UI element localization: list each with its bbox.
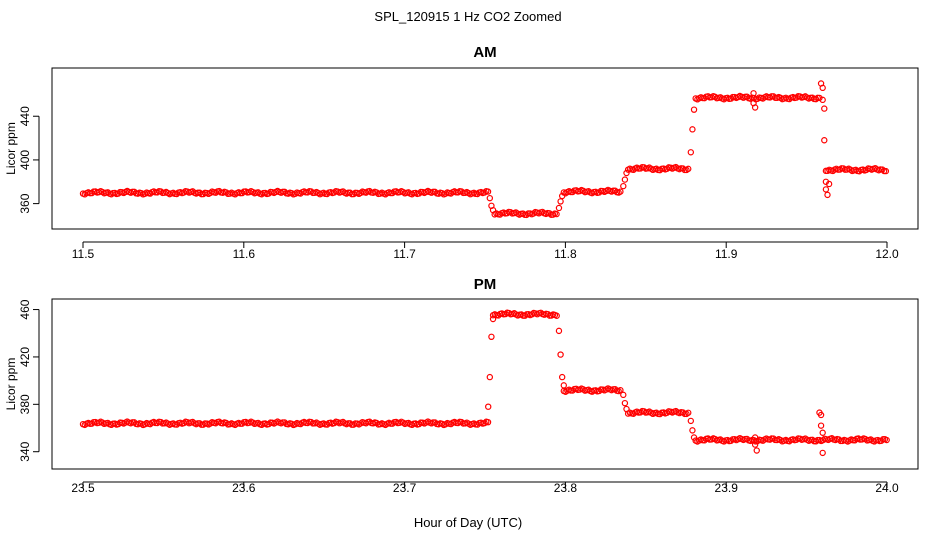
data-point [750,90,757,97]
data-point [753,447,760,454]
data-point [819,96,826,104]
data-point [819,84,826,92]
y-tick-label: 440 [18,106,32,126]
y-tick-label: 360 [18,193,32,213]
y-tick-label: 400 [18,150,32,170]
y-tick-label: 340 [18,441,32,461]
y-axis-label: Licor ppm [4,122,18,175]
data-point [484,418,492,426]
x-tick-label: 23.7 [393,481,417,495]
data-point [824,191,831,199]
x-tick-label: 11.6 [233,247,256,261]
x-axis-label: Hour of Day (UTC) [413,515,523,530]
data-point [621,399,629,407]
data-point [819,449,826,457]
data-point [486,373,494,381]
data-point [687,417,695,425]
data-point [555,204,563,212]
data-point [484,188,492,195]
data-point [690,106,698,113]
data-point [751,434,759,441]
data-point [687,149,695,156]
data-point [817,411,825,419]
data-point [685,165,692,173]
x-tick-label: 23.9 [715,481,739,495]
data-point [489,315,497,323]
data-point [621,176,629,183]
data-point [488,333,495,340]
y-tick-label: 420 [18,347,32,367]
panel-title: AM [473,44,496,61]
data-point [617,188,624,195]
x-tick-label: 23.6 [232,481,256,495]
data-point [558,373,566,381]
data-point [620,391,627,399]
data-point [620,182,627,190]
data-point [882,167,890,175]
pm-panel: PM 23.5 23.6 23.7 23.8 23.9 24.0 340 380 420 460 Li… [4,276,919,495]
data-point [486,194,494,202]
data-point [560,382,567,389]
plot-frame [51,298,919,470]
data-point [819,429,826,436]
panel-title: PM [474,276,497,293]
x-tick-label: 12.0 [875,247,899,261]
data-point [689,427,696,434]
data-points [79,80,890,219]
data-point [558,192,566,200]
data-point [489,206,497,214]
data-point [617,386,624,394]
x-tick-label: 11.8 [554,247,577,261]
data-point [821,137,828,144]
data-point [557,198,564,205]
data-point [557,351,564,358]
x-tick-label: 24.0 [875,481,899,495]
x-tick-label: 11.7 [393,247,416,261]
plot-frame [51,67,919,230]
x-tick-label: 23.5 [71,481,95,495]
data-point [623,405,630,413]
data-point [883,436,890,444]
data-point [751,441,759,448]
y-tick-label: 460 [18,299,32,319]
data-point [821,105,828,112]
data-point [690,434,698,441]
data-point [623,169,630,177]
data-point [822,167,830,175]
data-point [685,409,692,416]
data-point [825,180,833,188]
data-point [817,422,825,429]
x-tick-label: 11.9 [715,247,738,261]
data-point [689,126,696,133]
data-point [485,403,492,410]
data-point [553,312,560,319]
x-tick-label: 23.8 [554,481,578,495]
x-tick-label: 11.5 [72,247,95,261]
data-point [751,104,759,111]
figure-title: SPL_120915 1 Hz CO2 Zoomed [374,9,562,24]
y-tick-label: 380 [18,394,32,414]
data-points [79,309,890,457]
y-axis-label: Licor ppm [4,358,18,411]
data-point [555,327,563,335]
data-point [553,210,560,218]
am-panel: AM 11.5 11.6 11.7 11.8 11.9 12.0 360 400 440Licor… [4,44,919,261]
data-point [822,186,830,193]
